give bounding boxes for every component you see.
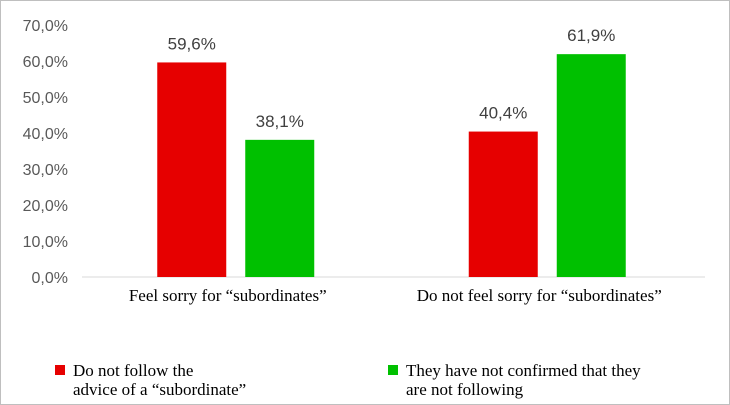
- data-label: 61,9%: [567, 26, 615, 45]
- y-tick-label: 50,0%: [23, 90, 68, 107]
- bar-green: [245, 139, 315, 277]
- y-tick-label: 10,0%: [23, 234, 68, 251]
- y-tick-label: 0,0%: [32, 270, 68, 287]
- y-tick-label: 40,0%: [23, 126, 68, 143]
- data-label: 38,1%: [256, 112, 304, 131]
- legend-label: advice of a “subordinate”: [73, 380, 246, 399]
- data-label: 59,6%: [168, 34, 216, 53]
- y-tick-label: 20,0%: [23, 198, 68, 215]
- legend-label: They have not confirmed that they: [406, 361, 641, 380]
- legend-label: are not following: [406, 380, 524, 399]
- x-category-label: Feel sorry for “subordinates”: [129, 286, 327, 305]
- bar-green: [556, 54, 626, 277]
- data-label: 40,4%: [479, 104, 527, 123]
- legend-label: Do not follow the: [73, 361, 193, 380]
- x-category-label: Do not feel sorry for “subordinates”: [417, 286, 662, 305]
- bar-red: [468, 131, 538, 277]
- bar-red: [157, 62, 227, 277]
- y-tick-label: 70,0%: [23, 18, 68, 35]
- y-tick-label: 60,0%: [23, 54, 68, 71]
- y-tick-label: 30,0%: [23, 162, 68, 179]
- legend-swatch: [388, 365, 398, 375]
- legend-swatch: [55, 365, 65, 375]
